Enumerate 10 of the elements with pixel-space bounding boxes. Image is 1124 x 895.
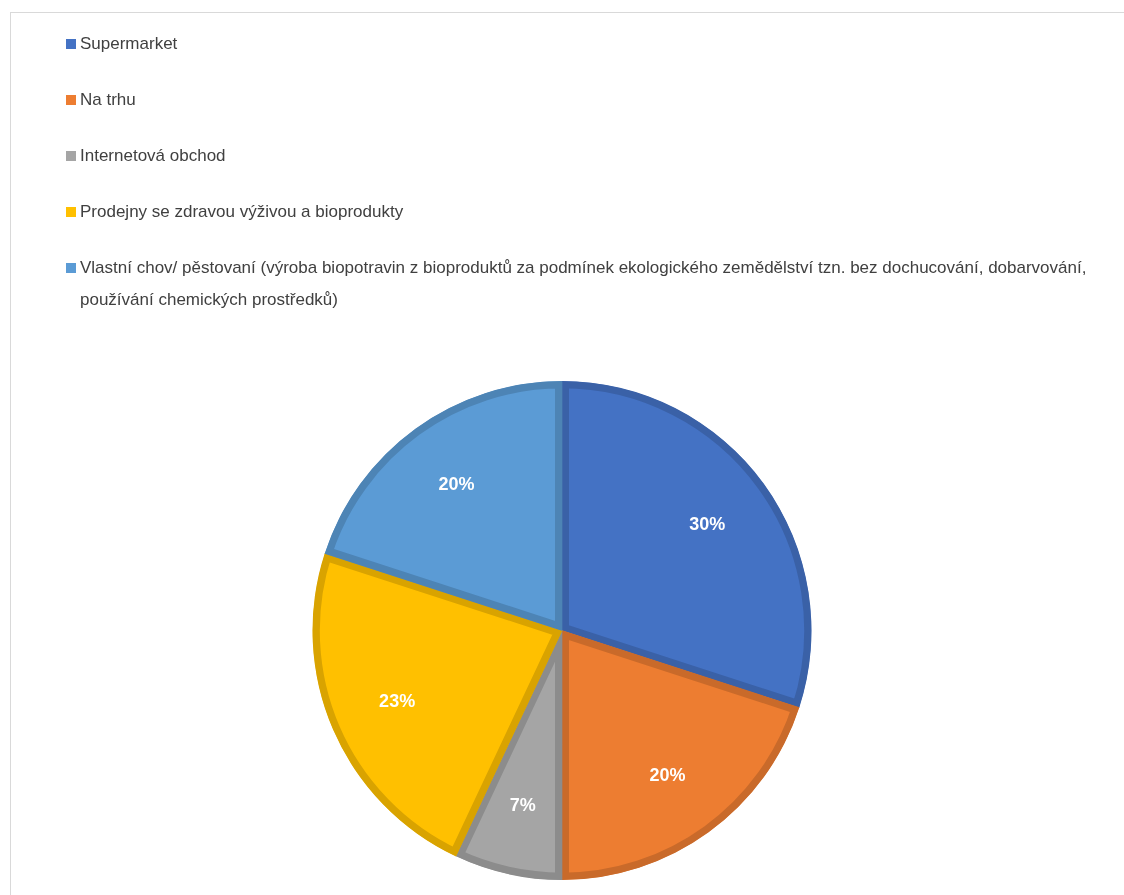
legend-label: Prodejny se zdravou výživou a bioprodukty xyxy=(80,202,404,221)
legend-label: Na trhu xyxy=(80,90,136,109)
legend-label: Internetová obchod xyxy=(80,146,226,165)
data-label: 20% xyxy=(649,764,686,785)
data-label: 23% xyxy=(379,690,416,711)
legend-label: Vlastní chov/ pěstovaní (výroba biopotravin z bioproduktů za podmínek ekologického zemědělství tzn. bez dochucování, dobarvování, používání chemických prostředků) xyxy=(80,258,1087,309)
data-label: 30% xyxy=(689,513,726,534)
data-label: 20% xyxy=(438,474,475,495)
legend-label: Supermarket xyxy=(80,34,178,53)
data-label: 7% xyxy=(509,794,536,815)
